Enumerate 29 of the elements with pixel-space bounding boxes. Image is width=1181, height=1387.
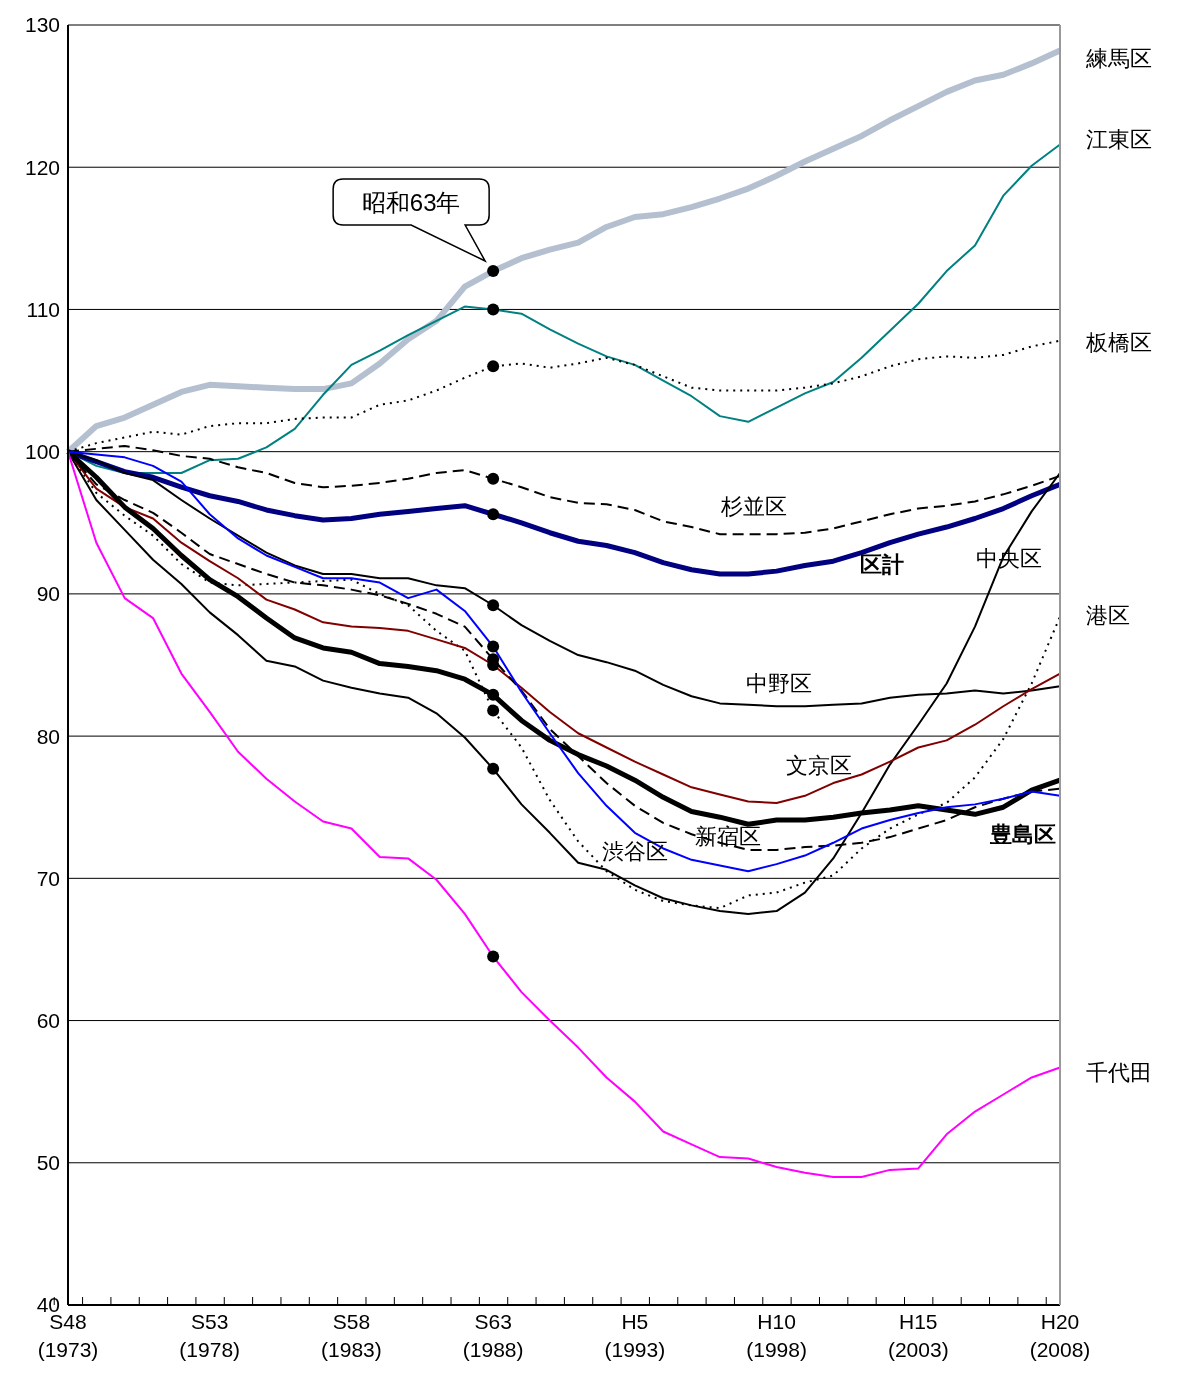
y-tick-label: 100 [24, 440, 60, 464]
series-label: 板橋区 [1085, 330, 1152, 356]
series-label: 杉並区 [719, 493, 787, 519]
x-tick-label: S58 (1983) [321, 1310, 382, 1361]
y-tick-label: 50 [36, 1151, 60, 1175]
x-tick-label: S63 (1988) [462, 1310, 524, 1361]
x-tick-label: H20 (2008) [1029, 1310, 1091, 1361]
series-label: 文京区 [786, 752, 853, 778]
annotation: 昭和63年 [361, 189, 461, 217]
y-tick-label: 130 [24, 13, 60, 37]
series-label: 港区 [1086, 603, 1130, 629]
y-tick-label: 110 [26, 297, 60, 321]
x-tick-label: H5 (1993) [604, 1310, 666, 1361]
series-label: 新宿区 [695, 823, 762, 849]
series-label: 豊島区 [989, 822, 1057, 848]
y-tick-label: 80 [36, 724, 60, 748]
x-tick-label: H15 (2003) [887, 1310, 949, 1361]
series-label: 区計 [859, 552, 904, 578]
series-label: 江東区 [1086, 126, 1152, 152]
series-label: 渋谷区 [601, 839, 668, 865]
series-label: 千代田 [1086, 1059, 1152, 1085]
x-tick-label: H10 (1998) [746, 1310, 807, 1361]
y-tick-label: 120 [24, 155, 60, 179]
x-tick-label: S53 (1978) [179, 1310, 241, 1361]
y-tick-label: 70 [36, 866, 60, 890]
series-label: 中野区 [746, 671, 813, 697]
y-tick-label: 90 [36, 582, 60, 606]
series-label: 練馬区 [1085, 45, 1152, 71]
y-tick-label: 60 [36, 1009, 60, 1033]
